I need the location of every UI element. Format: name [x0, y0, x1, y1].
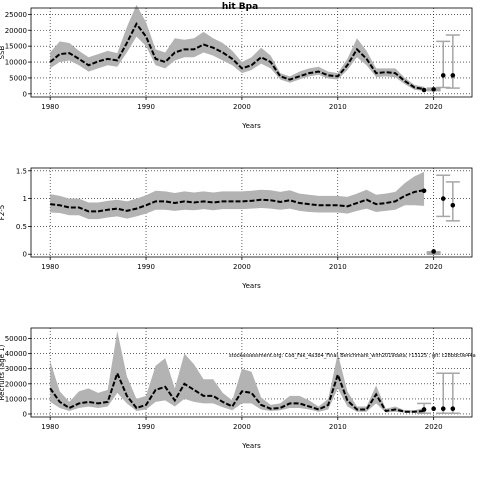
y-axis-label: SSB [0, 45, 6, 59]
x-tick-label: 2000 [233, 103, 251, 111]
x-tick-label: 1980 [41, 423, 59, 431]
x-tick-label: 2010 [329, 423, 347, 431]
x-tick-label: 2010 [329, 263, 347, 271]
y-tick-label: 25000 [5, 11, 27, 19]
y-tick-label: 10000 [5, 395, 27, 403]
y-tick-label: 30000 [5, 365, 27, 373]
chart-panel-3: 1980 1990 2000 2010 2020 0 10000 20000 30000 4000… [0, 327, 473, 450]
plot-frame [30, 167, 473, 258]
confidence-band [50, 171, 425, 220]
forecast-point [431, 406, 436, 412]
y-tick-label: 1 [23, 195, 27, 203]
forecast-point [440, 406, 446, 412]
forecast-point [421, 407, 427, 412]
y-tick-label: 1.5 [16, 167, 27, 175]
x-tick-label: 1980 [41, 263, 59, 271]
forecast-point [431, 87, 436, 92]
forecast-point [440, 196, 446, 201]
plot-frame [30, 327, 473, 418]
x-axis-label: Years [241, 442, 261, 450]
y-tick-label: 15000 [5, 43, 27, 51]
y-tick-label: 0 [23, 251, 27, 259]
series-line-1 [50, 189, 425, 213]
confidence-band [50, 331, 425, 413]
y-tick-label: 0 [23, 410, 27, 418]
x-tick-label: 2000 [233, 423, 251, 431]
y-tick-label: 10000 [5, 59, 27, 67]
forecast-point [440, 73, 446, 78]
series-line-1 [49, 22, 425, 91]
y-tick-label: 0.5 [16, 223, 27, 231]
y-tick-label: 50000 [5, 335, 27, 343]
x-tick-label: 1990 [137, 423, 155, 431]
forecast-point [450, 202, 456, 208]
plot-frame [30, 7, 473, 98]
y-axis-label: Recruits (age 1) [0, 344, 6, 400]
annotation-text: stockassessment.org: Cod_Fak_4a3b4_Final… [229, 353, 476, 359]
x-tick-label: 2000 [233, 263, 251, 271]
y-axis-label: F2-5 [0, 205, 6, 220]
confidence-band [50, 4, 425, 91]
forecast-point [431, 249, 436, 254]
x-tick-label: 1980 [41, 103, 59, 111]
y-tick-label: 40000 [5, 350, 27, 358]
chart-title: hit Bpa [222, 2, 258, 12]
x-axis-label: Years [241, 122, 261, 130]
x-tick-label: 2020 [425, 103, 443, 111]
y-tick-label: 0 [23, 90, 27, 98]
y-tick-label: 5000 [9, 74, 27, 82]
forecast-point [421, 188, 427, 194]
x-tick-label: 2010 [329, 103, 347, 111]
x-axis-label: Years [241, 282, 261, 290]
x-tick-label: 2020 [425, 423, 443, 431]
x-tick-label: 1990 [137, 103, 155, 111]
forecast-point [421, 87, 427, 93]
series-line-1 [49, 370, 425, 413]
x-tick-label: 2020 [425, 263, 443, 271]
chart-panel-2: 1980 1990 2000 2010 2020 0 0.5 1 1.5 Years F2-5 [0, 167, 473, 290]
y-tick-label: 20000 [5, 27, 27, 35]
forecast-point [450, 73, 456, 78]
forecast-point [450, 406, 456, 412]
y-tick-label: 20000 [5, 380, 27, 388]
chart-panel-1: 1980 1990 2000 2010 2020 0 5000 10000 15000 20000… [0, 4, 473, 130]
x-tick-label: 1990 [137, 263, 155, 271]
